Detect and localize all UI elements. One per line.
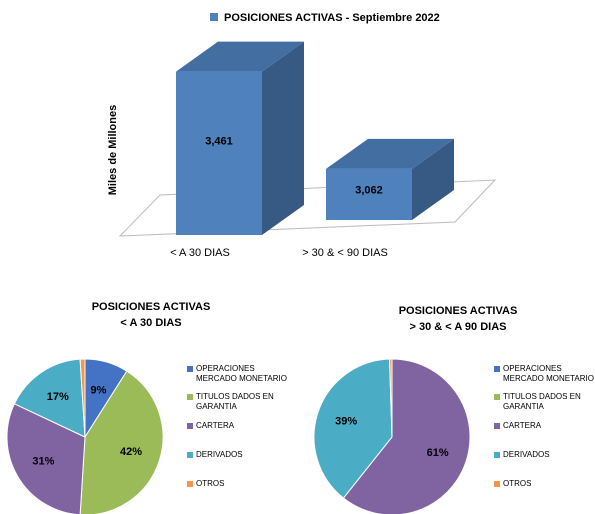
legend-label: DERIVADOS bbox=[503, 450, 550, 459]
data-label: 17% bbox=[47, 391, 69, 403]
legend-label: DERIVADOS bbox=[196, 450, 243, 459]
pie-slice bbox=[13, 358, 86, 438]
chart-title: POSICIONES ACTIVAS bbox=[399, 305, 518, 317]
legend-label: TITULOS DADOS EN GARANTIA bbox=[196, 392, 274, 411]
legend-swatch bbox=[187, 366, 193, 372]
legend-swatch bbox=[187, 394, 193, 400]
bar-side bbox=[262, 41, 304, 235]
legend-entry: CARTERA bbox=[187, 421, 296, 431]
legend-label: OTROS bbox=[503, 479, 532, 488]
chart-title: POSICIONES ACTIVAS bbox=[92, 301, 211, 313]
x-tick-label: > 30 & < 90 DIAS bbox=[302, 247, 388, 259]
data-label: 3,461 bbox=[205, 136, 233, 148]
bar bbox=[176, 41, 304, 235]
bar-front bbox=[176, 71, 262, 235]
bar bbox=[326, 138, 454, 220]
data-label: 39% bbox=[335, 416, 357, 428]
pie-slice bbox=[79, 370, 164, 514]
legend-swatch bbox=[210, 13, 218, 21]
pie-slice bbox=[79, 358, 86, 438]
legend-swatch bbox=[187, 481, 193, 487]
legend-swatch bbox=[187, 452, 193, 458]
pie-slice bbox=[313, 358, 393, 499]
chart-subtitle: < A 30 DIAS bbox=[120, 317, 181, 329]
bar-side bbox=[412, 138, 454, 220]
chart-title: POSICIONES ACTIVAS - Septiembre 2022 bbox=[224, 12, 440, 24]
bar-front bbox=[326, 168, 412, 220]
legend-swatch bbox=[494, 366, 500, 372]
legend-swatch bbox=[187, 423, 193, 429]
legend-entry: OPERACIONES MERCADO MONETARIO bbox=[187, 364, 296, 384]
x-tick-label: < A 30 DIAS bbox=[170, 247, 230, 259]
legend-label: OPERACIONES MERCADO MONETARIO bbox=[196, 364, 287, 383]
legend-swatch bbox=[494, 481, 500, 487]
data-label: 61% bbox=[427, 447, 449, 459]
data-label: 3,062 bbox=[355, 185, 383, 197]
legend-label: CARTERA bbox=[503, 421, 542, 430]
pie-slice bbox=[6, 403, 86, 514]
legend-entry: DERIVADOS bbox=[187, 450, 296, 460]
legend-entry: TITULOS DADOS EN GARANTIA bbox=[187, 392, 296, 412]
y-axis-label: Miles de Millones bbox=[107, 105, 119, 195]
chart-subtitle: > 30 & < A 90 DIAS bbox=[409, 321, 506, 333]
bar-top bbox=[326, 138, 454, 169]
legend-entry: CARTERA bbox=[494, 421, 595, 431]
data-label: 9% bbox=[91, 384, 107, 396]
pie-slice bbox=[389, 358, 393, 438]
legend-swatch bbox=[494, 394, 500, 400]
legend-swatch bbox=[494, 423, 500, 429]
legend-label: CARTERA bbox=[196, 421, 235, 430]
legend-label: TITULOS DADOS EN GARANTIA bbox=[503, 392, 581, 411]
legend-entry: TITULOS DADOS EN GARANTIA bbox=[494, 392, 595, 412]
data-label: 42% bbox=[120, 446, 142, 458]
legend-entry: OTROS bbox=[187, 479, 296, 489]
legend-label: OPERACIONES MERCADO MONETARIO bbox=[503, 364, 594, 383]
bar-top bbox=[176, 41, 304, 72]
floor bbox=[118, 179, 497, 237]
legend-swatch bbox=[494, 452, 500, 458]
legend-entry: DERIVADOS bbox=[494, 450, 595, 460]
legend-entry: OPERACIONES MERCADO MONETARIO bbox=[494, 364, 595, 384]
data-label: 31% bbox=[32, 456, 54, 468]
legend-label: OTROS bbox=[196, 479, 225, 488]
legend-entry: OTROS bbox=[494, 479, 595, 489]
